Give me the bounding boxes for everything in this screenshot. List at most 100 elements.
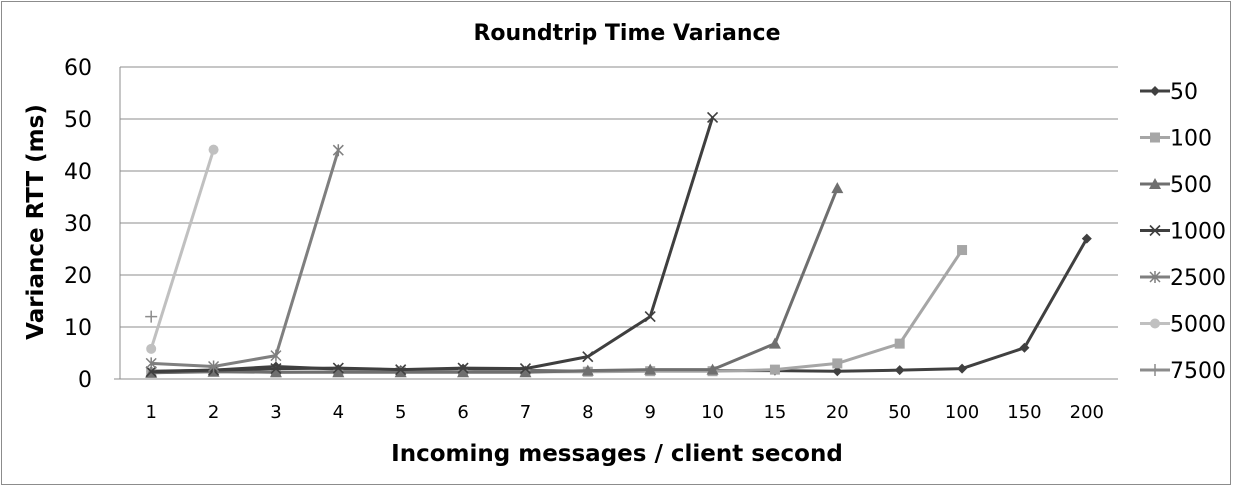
series-line [151,249,964,375]
legend-label: 5000 [1170,313,1226,338]
data-point [1019,342,1030,353]
x-axis-ticks: 1 2 3 4 5 6 7 8 9 10 15 20 50 100 150 200 [145,402,1104,423]
x-tick-label: 9 [644,402,655,423]
data-point [395,364,407,376]
legend-label: 2500 [1170,266,1226,291]
series-5000 [146,144,219,354]
series-line [149,149,215,350]
data-point [832,358,843,369]
legend-item: 5000 [1140,313,1226,338]
data-point [146,343,157,354]
x-tick-label: 2 [208,402,219,423]
legend-marker [1149,178,1161,189]
legend-label: 7500 [1170,359,1226,384]
y-tick-label: 40 [64,160,92,185]
legend-item: 50 [1140,80,1198,105]
series-line [151,116,714,374]
y-tick-label: 20 [64,264,92,289]
x-tick-label: 10 [701,402,724,423]
x-tick-label: 200 [1070,402,1104,423]
series-500 [145,182,844,378]
data-point [270,349,282,362]
x-tick-label: 20 [826,402,849,423]
series-2500 [145,144,344,373]
data-point [332,362,344,374]
x-tick-label: 4 [333,402,344,423]
x-tick-label: 3 [270,402,281,423]
x-axis-label: Incoming messages / client second [391,441,843,467]
series-1000 [145,111,719,378]
legend-label: 100 [1170,127,1212,152]
data-point [332,366,345,378]
series-50 [146,233,1092,377]
data-point [519,363,532,375]
data-point [706,111,719,124]
data-point [332,144,344,157]
legend-item: 1000 [1140,220,1226,245]
legend-marker [1150,132,1160,143]
y-axis-label: Variance RTT (ms) [23,104,49,340]
legend-marker [1150,318,1160,329]
data-point [894,365,905,376]
gridlines [114,66,1118,380]
legend-marker [1150,86,1160,96]
legend-label: 500 [1170,173,1212,198]
x-tick-label: 8 [582,402,593,423]
legend-label: 1000 [1170,220,1226,245]
legend-marker [1149,271,1161,283]
x-tick-label: 1 [145,402,156,423]
chart-title: Roundtrip Time Variance [473,21,780,46]
data-point [1081,233,1092,244]
data-point [145,357,157,370]
data-point [581,364,594,376]
series-line [151,149,340,369]
y-tick-label: 50 [64,108,92,133]
data-point [832,366,843,377]
legend: 50 100 500 1000 2500 5000 7500 [1140,80,1226,384]
data-point [208,360,220,373]
y-axis-ticks: 0 10 20 30 40 50 60 [64,56,92,393]
data-point [769,364,780,375]
legend-item: 2500 [1140,266,1226,291]
x-tick-label: 5 [395,402,406,423]
x-tick-label: 50 [888,402,911,423]
data-point [457,362,469,374]
data-point [394,366,407,378]
data-point [145,310,158,323]
legend-item: 100 [1140,127,1212,152]
legend-item: 500 [1140,173,1212,198]
legend-label: 50 [1170,80,1198,105]
legend-item: 7500 [1140,359,1226,384]
x-tick-label: 15 [763,402,786,423]
legend-marker [1149,224,1161,237]
data-point [644,311,656,323]
data-point [457,366,470,378]
data-point [208,144,219,155]
series-line [151,187,839,375]
data-point [957,363,968,374]
data-point [582,351,594,363]
y-tick-label: 0 [78,368,92,393]
series-7500 [145,310,158,323]
y-tick-label: 10 [64,316,92,341]
data-point [706,363,719,375]
y-tick-label: 30 [64,212,92,237]
data-point [957,245,968,256]
data-point [519,366,532,378]
y-tick-label: 60 [64,56,92,81]
x-tick-label: 150 [1007,402,1041,423]
x-tick-label: 7 [520,402,531,423]
data-point [270,363,282,375]
data-point [269,366,282,378]
x-tick-label: 6 [457,402,468,423]
data-point [145,366,157,378]
x-tick-label: 100 [945,402,979,423]
legend-marker [1149,364,1161,376]
data-point [768,337,781,349]
data-point [644,363,657,375]
data-point [894,338,905,349]
series-group [145,111,1092,378]
data-point [831,182,844,194]
